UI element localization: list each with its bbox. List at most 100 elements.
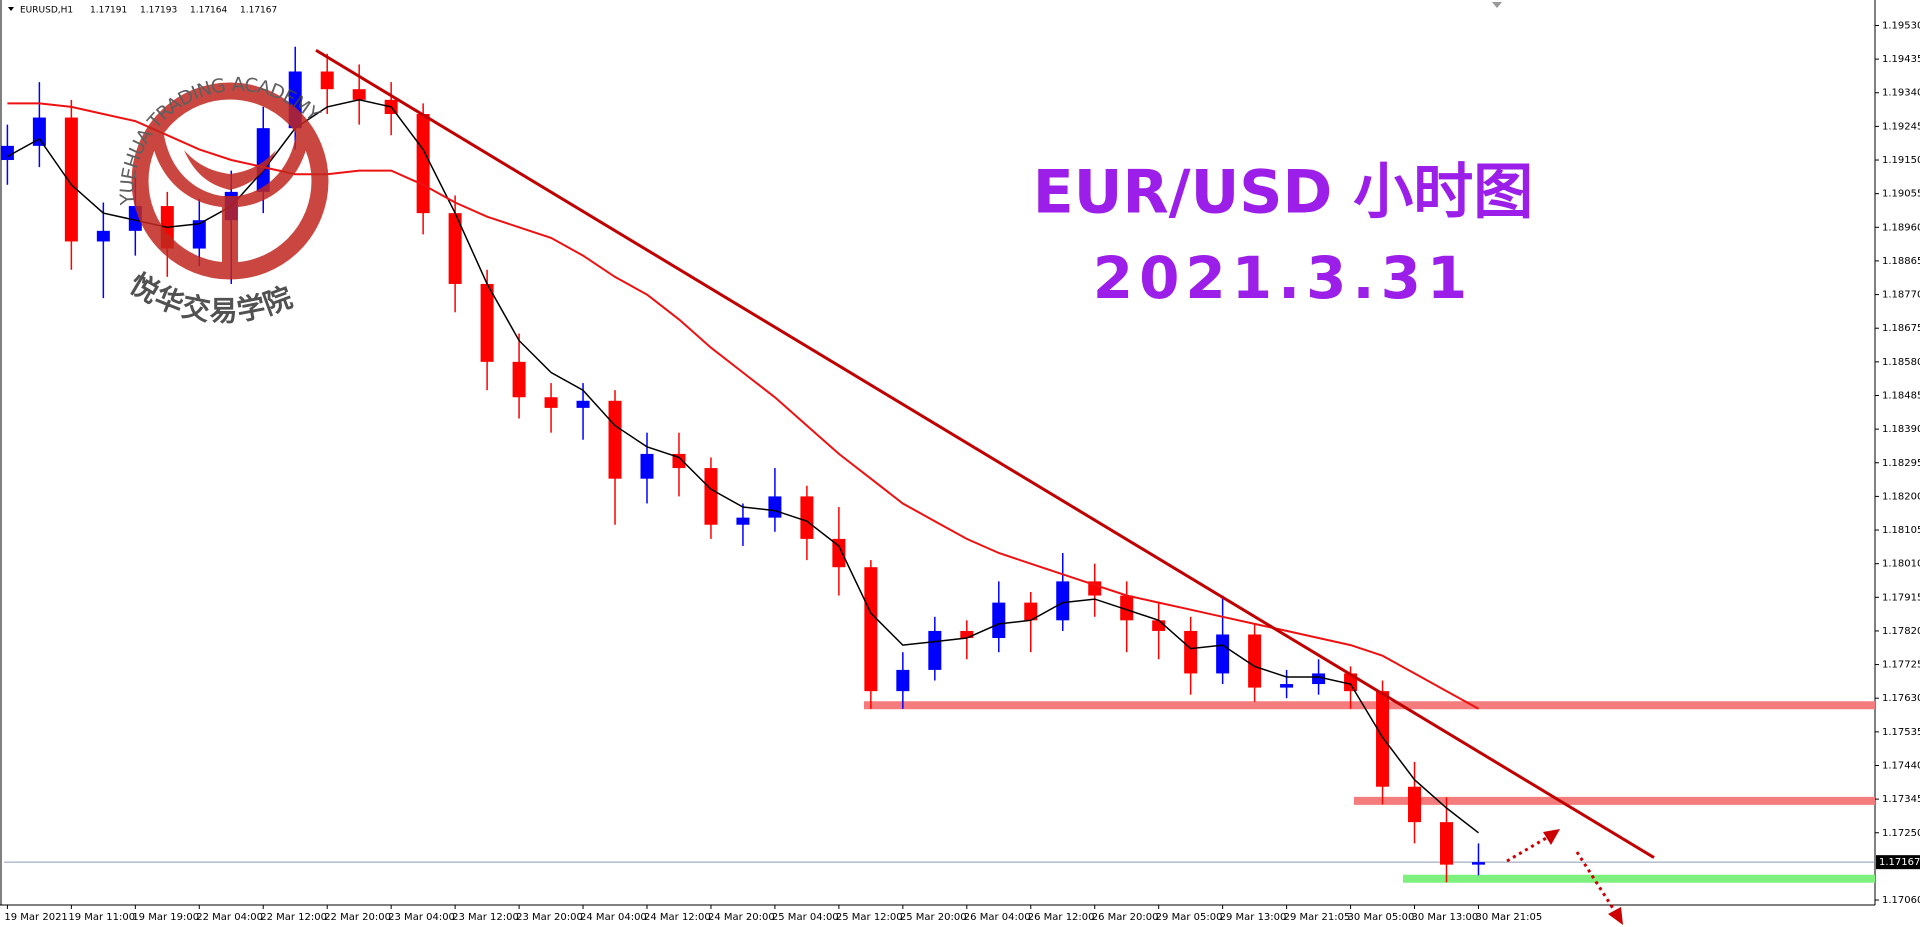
x-tick-label: 23 Mar 20:00 <box>516 912 583 923</box>
x-tick-label: 30 Mar 13:00 <box>1412 912 1479 923</box>
moving-average <box>7 102 1479 710</box>
x-tick-label: 23 Mar 12:00 <box>452 912 519 923</box>
x-tick-label: 23 Mar 04:00 <box>388 912 455 923</box>
x-tick-label: 26 Mar 12:00 <box>1028 912 1095 923</box>
y-tick-label: 1.17345 <box>1882 794 1920 805</box>
x-tick-label: 24 Mar 20:00 <box>708 912 775 923</box>
candle-body <box>352 89 366 100</box>
candle-body <box>1088 581 1102 596</box>
candle-body <box>1024 602 1038 621</box>
candle-body <box>1152 620 1166 631</box>
candle-body <box>672 453 686 469</box>
candle-body <box>576 400 590 408</box>
chart-subtitle: 2021.3.31 <box>1093 244 1474 312</box>
y-tick-label: 1.17725 <box>1882 660 1920 671</box>
x-tick-label: 25 Mar 20:00 <box>900 912 967 923</box>
y-tick-label: 1.17440 <box>1882 760 1920 771</box>
menu-triangle[interactable] <box>8 7 14 11</box>
x-tick-label: 26 Mar 04:00 <box>964 912 1031 923</box>
logo-leaf <box>238 128 310 207</box>
arrows <box>1506 829 1623 925</box>
y-tick-label: 1.19245 <box>1882 121 1920 132</box>
x-tick-label: 25 Mar 04:00 <box>772 912 839 923</box>
candle-body <box>0 145 14 161</box>
y-tick-label: 1.18675 <box>1882 323 1920 334</box>
candle-body <box>1280 684 1294 688</box>
arrow-up <box>1506 835 1549 863</box>
y-tick-label: 1.18865 <box>1882 256 1920 267</box>
y-tick-label: 1.19530 <box>1882 20 1920 31</box>
trend-line <box>315 48 1655 859</box>
x-tick-label: 25 Mar 12:00 <box>836 912 903 923</box>
symbol: EURUSD,H1 <box>20 6 73 16</box>
ohlc-value: 1.17193 <box>140 6 177 16</box>
y-tick-label: 1.18390 <box>1882 424 1920 435</box>
candle-body <box>1184 630 1198 674</box>
ohlc-header: 1.17191 1.17193 1.17164 1.17167 <box>90 6 277 16</box>
arrow-head <box>1543 829 1560 845</box>
y-tick-label: 1.18580 <box>1882 357 1920 368</box>
candle-body <box>768 496 782 518</box>
candle-body <box>960 630 974 639</box>
y-tick-label: 1.18200 <box>1882 491 1920 502</box>
y-tick-label: 1.17250 <box>1882 828 1920 839</box>
y-tick-label: 1.19150 <box>1882 155 1920 166</box>
candle-body <box>832 538 846 568</box>
candle-body <box>800 496 814 539</box>
last-price-box <box>1876 855 1920 870</box>
candle-body <box>32 117 46 146</box>
candle-body <box>640 453 654 479</box>
logo-leaf <box>150 128 222 207</box>
y-tick-label: 1.19340 <box>1882 88 1920 99</box>
candle-body <box>96 230 110 242</box>
candle-body <box>608 400 622 479</box>
y-tick-label: 1.18770 <box>1882 290 1920 301</box>
candle-body <box>1376 691 1390 787</box>
x-tick-label: 22 Mar 12:00 <box>260 912 327 923</box>
candle-body <box>1440 822 1453 865</box>
arrow-down <box>1575 851 1616 911</box>
y-tick-label: 1.18010 <box>1882 559 1920 570</box>
y-tick-label: 1.19435 <box>1882 54 1920 65</box>
y-tick-label: 1.17630 <box>1882 693 1920 704</box>
candle-body <box>192 220 206 249</box>
candle-body <box>448 213 462 284</box>
x-tick-label: 19 Mar 11:00 <box>68 912 135 923</box>
chart-title: EUR/USD 小时图 <box>1033 158 1533 228</box>
x-tick-label: 19 Mar 2021 <box>4 912 67 923</box>
logo-ring <box>131 82 329 280</box>
arrow-head <box>1608 907 1623 925</box>
ohlc-value: 1.17191 <box>90 6 127 16</box>
last-price-label: 1.17167 <box>1879 857 1920 868</box>
moving-average <box>7 99 1479 834</box>
candle-body <box>864 567 878 692</box>
y-tick-label: 1.18295 <box>1882 458 1920 469</box>
ohlc-value: 1.17164 <box>190 6 227 16</box>
candle-body <box>896 669 910 692</box>
logo-stem <box>222 196 238 266</box>
candle-body <box>736 517 750 525</box>
candle-body <box>1248 634 1262 688</box>
y-tick-label: 1.18105 <box>1882 525 1920 536</box>
x-tick-label: 30 Mar 05:00 <box>1348 912 1415 923</box>
scroll-marker <box>1492 2 1502 8</box>
candle-body <box>320 71 334 90</box>
candle-body <box>1216 634 1230 674</box>
x-tick-label: 19 Mar 19:00 <box>132 912 199 923</box>
x-tick-label: 24 Mar 04:00 <box>580 912 647 923</box>
candle-body <box>544 397 558 408</box>
candle-body <box>992 602 1006 639</box>
x-tick-label: 22 Mar 04:00 <box>196 912 263 923</box>
x-tick-label: 30 Mar 21:05 <box>1475 912 1542 923</box>
candle-body <box>928 630 942 670</box>
x-tick-label: 29 Mar 21:05 <box>1284 912 1351 923</box>
x-tick-label: 26 Mar 20:00 <box>1092 912 1159 923</box>
y-tick-label: 1.17820 <box>1882 626 1920 637</box>
candle-body <box>1120 595 1134 621</box>
candle-body <box>64 117 78 242</box>
candle-body <box>416 113 430 214</box>
x-tick-label: 29 Mar 13:00 <box>1220 912 1287 923</box>
